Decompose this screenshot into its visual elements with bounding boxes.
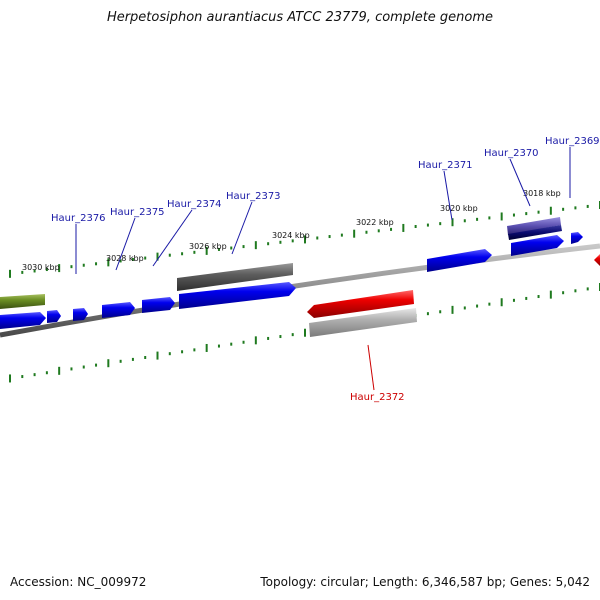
gene-blue-1[interactable]	[0, 312, 46, 329]
kbp-label-3018: 3018 kbp	[523, 189, 561, 198]
leader-lines	[75, 147, 571, 274]
topology-text: Topology: circular; Length: 6,346,587 bp…	[260, 575, 590, 589]
kbp-label-3024: 3024 kbp	[272, 231, 310, 240]
gene-label-haur-2372[interactable]: Haur_2372	[350, 392, 405, 403]
gene-grey-2373[interactable]	[177, 263, 293, 291]
gene-label-haur-2371[interactable]: Haur_2371	[418, 160, 473, 171]
gene-label-haur-2369[interactable]: Haur_2369	[545, 136, 600, 147]
kbp-label-3020: 3020 kbp	[440, 204, 478, 213]
genome-title: Herpetosiphon aurantiacus ATCC 23779, co…	[106, 10, 494, 25]
kbp-label-3022: 3022 kbp	[356, 218, 394, 227]
leader-line-2372	[367, 344, 375, 391]
gene-blue-2369[interactable]	[571, 232, 583, 244]
gene-red-2372[interactable]	[307, 290, 414, 318]
gene-label-haur-2373[interactable]: Haur_2373	[226, 191, 281, 202]
gene-label-haur-2374[interactable]: Haur_2374	[167, 199, 222, 210]
gene-blue-3[interactable]	[73, 308, 88, 321]
gene-blue-2371[interactable]	[427, 249, 492, 272]
scale-ticks-outer	[9, 201, 600, 278]
scale-ticks-inner	[9, 283, 600, 383]
genome-backbone	[0, 243, 600, 338]
gene-blue-6[interactable]	[179, 282, 296, 309]
gene-olive[interactable]	[0, 294, 45, 309]
gene-label-haur-2375[interactable]: Haur_2375	[110, 207, 165, 218]
gene-label-haur-2376[interactable]: Haur_2376	[51, 213, 106, 224]
accession-text: Accession: NC_009972	[10, 575, 147, 589]
gene-lightgrey-2372[interactable]	[309, 308, 417, 337]
gene-blue-2[interactable]	[47, 310, 61, 323]
kbp-label-3026: 3026 kbp	[189, 242, 227, 251]
gene-label-haur-2370[interactable]: Haur_2370	[484, 148, 539, 159]
gene-purple-2370[interactable]	[507, 217, 561, 235]
gene-blue-7[interactable]	[511, 235, 564, 256]
gene-blue-4[interactable]	[102, 302, 135, 318]
kbp-label-3030: 3030 kbp	[22, 263, 60, 272]
gene-red-edge[interactable]	[594, 254, 600, 266]
gene-blue-5[interactable]	[142, 297, 175, 313]
kbp-label-3028: 3028 kbp	[106, 254, 144, 263]
gene-navy-2370[interactable]	[508, 225, 562, 240]
